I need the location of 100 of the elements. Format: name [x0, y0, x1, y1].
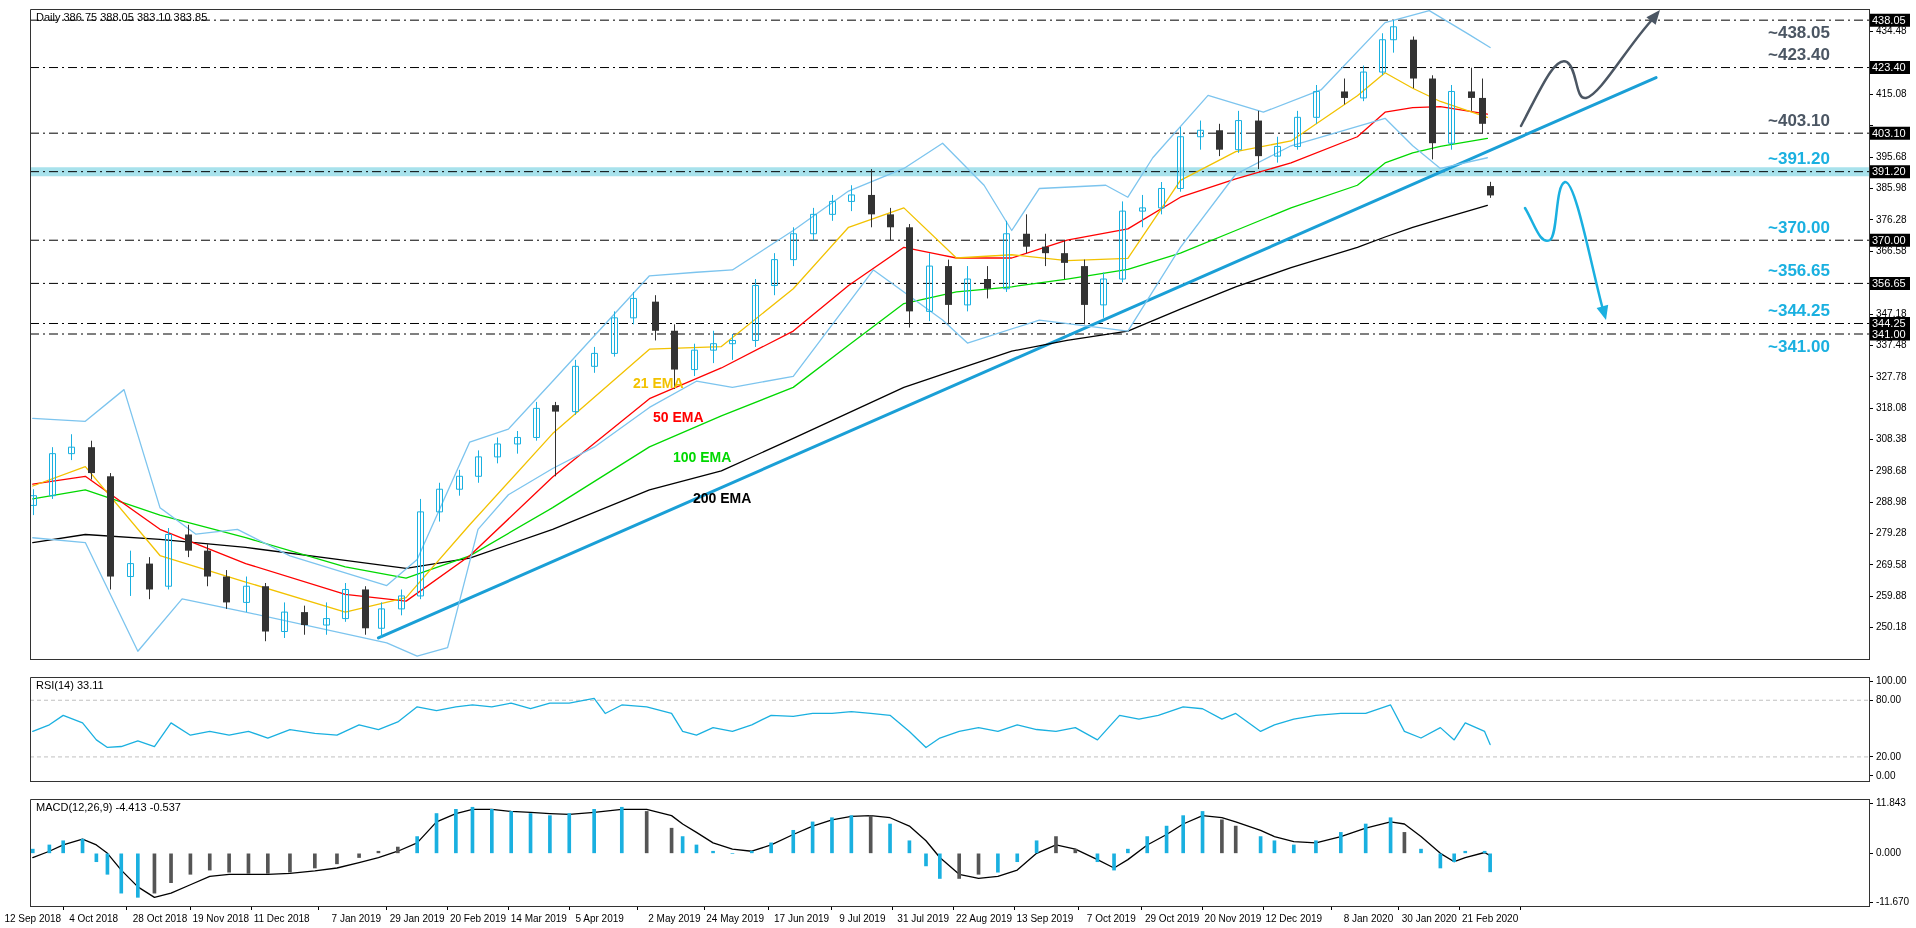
candlestick: [790, 226, 797, 267]
candlestick: [127, 550, 134, 597]
bar: [1054, 836, 1058, 854]
bar: [454, 809, 458, 854]
candlestick: [1448, 84, 1455, 151]
bar: [769, 842, 773, 854]
candlestick: [1119, 200, 1126, 283]
x-tick-label: 8 Jan 2020: [1343, 912, 1394, 924]
candlestick: [1379, 32, 1386, 76]
y-tick-label: 415.08: [1876, 88, 1908, 100]
candlestick: [342, 582, 349, 623]
candlestick: [887, 207, 894, 241]
y-tick-label: 344.25: [1872, 317, 1906, 330]
bar: [1015, 853, 1020, 863]
candlestick: [475, 449, 482, 484]
candlestick: [1158, 181, 1165, 215]
x-tick-label: 19 Nov 2018: [192, 912, 250, 924]
candlestick: [630, 291, 637, 325]
x-tick-label: 22 Aug 2019: [955, 912, 1013, 924]
bar: [937, 853, 942, 879]
y-tick-label: 347.18: [1876, 307, 1908, 319]
x-tick-label: 29 Jan 2019: [389, 912, 446, 924]
candlestick: [552, 401, 559, 477]
candlestick: [494, 436, 501, 464]
candlestick: [1294, 110, 1301, 151]
series-label: 50 EMA: [653, 409, 704, 426]
bar: [1291, 844, 1296, 854]
bar: [415, 836, 419, 854]
x-tick-label: 21 Feb 2020: [1462, 912, 1519, 924]
candlestick: [984, 265, 991, 299]
x-tick-label: 4 Oct 2018: [69, 912, 119, 924]
candlestick: [456, 469, 463, 497]
chart-title: MACD(12,26,9) -4.413 -0.537: [36, 800, 181, 813]
candlestick: [301, 605, 308, 636]
bar: [1463, 850, 1468, 854]
x-tick-label: 17 Jun 2019: [774, 912, 830, 924]
x-tick-label: 2 May 2019: [648, 912, 701, 924]
ref-line-label: ~423.40: [1768, 45, 1830, 65]
bar: [207, 853, 212, 871]
bar: [567, 813, 572, 854]
candlestick: [1139, 194, 1146, 228]
y-tick-label: 20.00: [1876, 750, 1902, 762]
x-tick-label: 20 Nov 2019: [1204, 912, 1262, 924]
bar: [548, 815, 552, 854]
candlestick: [417, 498, 424, 600]
candlestick: [1042, 233, 1049, 267]
bar: [266, 853, 270, 874]
x-tick-label: 13 Sep 2019: [1016, 912, 1074, 924]
candlestick: [68, 433, 75, 461]
y-tick-label: 438.05: [1872, 13, 1906, 26]
y-tick-label: 318.08: [1876, 401, 1908, 413]
candlestick: [1177, 126, 1184, 193]
candlestick: [752, 278, 759, 348]
y-tick-label: 11.843: [1876, 797, 1907, 809]
y-tick-label: 403.10: [1872, 126, 1906, 139]
candlestick: [591, 346, 598, 374]
bar: [335, 853, 339, 865]
bar: [227, 853, 231, 873]
y-tick-label: 279.28: [1876, 527, 1908, 539]
y-tick-label: 370.00: [1872, 233, 1906, 246]
bar: [592, 809, 596, 854]
x-tick-label: 24 May 2019: [706, 912, 765, 924]
candlestick: [771, 252, 778, 296]
y-tick-label: 0.00: [1876, 769, 1896, 781]
candlestick: [436, 482, 443, 523]
ref-line-label: ~438.05: [1768, 22, 1830, 42]
candlestick: [611, 310, 618, 358]
bar: [30, 848, 35, 854]
candlestick: [323, 601, 330, 636]
y-tick-label: 0.000: [1876, 847, 1902, 859]
bar: [849, 815, 854, 854]
bar: [1145, 836, 1150, 854]
candlestick: [1023, 213, 1030, 254]
bar: [509, 811, 514, 854]
x-tick-label: 12 Dec 2019: [1265, 912, 1323, 924]
bar: [619, 806, 624, 854]
candlestick: [514, 430, 521, 455]
bar: [136, 853, 140, 898]
candlestick: [810, 207, 817, 241]
y-tick-label: 337.48: [1876, 339, 1908, 351]
y-tick-label: 391.20: [1872, 165, 1906, 178]
y-tick-label: 385.98: [1876, 182, 1908, 194]
x-tick-label: 7 Oct 2019: [1086, 912, 1137, 924]
y-tick-label: 308.38: [1876, 433, 1908, 445]
x-tick-label: 20 Feb 2019: [449, 912, 507, 924]
candlestick: [1235, 110, 1242, 154]
x-tick-label: 12 Sep 2018: [4, 912, 62, 924]
x-tick-label: 31 Jul 2019: [897, 912, 950, 924]
bar: [924, 853, 928, 867]
bar: [169, 853, 173, 883]
bar: [395, 846, 400, 854]
x-tick-label: 28 Oct 2018: [132, 912, 188, 924]
y-tick-label: 434.48: [1876, 25, 1908, 37]
y-tick-label: -11.670: [1876, 895, 1910, 907]
bar: [119, 853, 124, 894]
candlestick: [1468, 67, 1475, 112]
candlestick: [572, 359, 579, 416]
bar: [1419, 848, 1423, 854]
candlestick: [868, 168, 875, 228]
candlestick: [1274, 136, 1281, 164]
